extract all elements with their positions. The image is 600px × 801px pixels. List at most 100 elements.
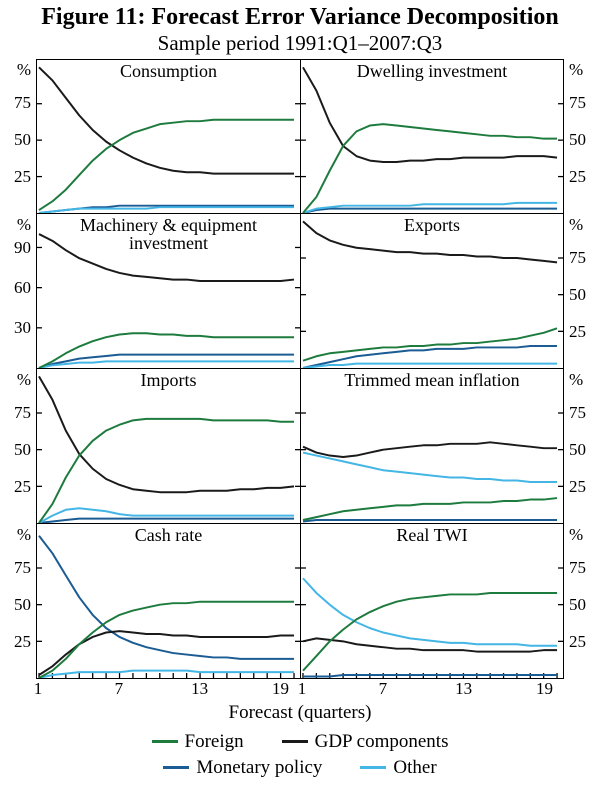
x-axis-tick-labels: 1 7 13 19 1 7 13 19 <box>0 679 600 701</box>
series-line-gdp_components <box>302 441 558 458</box>
x-axis-ticks-right-column: 1 7 13 19 <box>298 678 564 701</box>
y-axis-labels-right: % 25 50 75 <box>564 214 600 369</box>
y-axis-label: % <box>569 524 584 544</box>
y-axis-label: 25 <box>14 166 31 186</box>
y-axis-label: 25 <box>14 476 31 496</box>
y-axis-labels-right: % 25 50 75 <box>564 369 600 524</box>
x-axis-label: 13 <box>455 678 473 698</box>
y-axis-label: % <box>569 214 584 234</box>
y-axis-label: 60 <box>14 278 31 298</box>
y-axis-label: 75 <box>569 93 586 113</box>
x-axis-spacer <box>564 679 600 701</box>
series-line-foreign <box>38 600 295 678</box>
panel-title: Exports <box>403 214 460 235</box>
panel-imports: Imports <box>36 368 300 524</box>
y-axis-label: 25 <box>569 321 586 341</box>
series-line-other <box>38 360 295 368</box>
x-axis-label: 19 <box>536 678 554 698</box>
series-line-gdp_components <box>38 630 295 676</box>
panel-cash-rate: Cash rate <box>36 523 300 679</box>
y-axis-label: 25 <box>569 166 586 186</box>
series-line-foreign <box>38 332 295 368</box>
series-line-foreign <box>302 496 558 521</box>
series-line-other <box>38 206 295 213</box>
y-axis-labels-right: % 25 50 75 <box>564 59 600 214</box>
y-axis-label: 25 <box>569 476 586 496</box>
y-axis-label: 90 <box>14 237 31 257</box>
series-line-foreign <box>38 417 295 523</box>
series-line-gdp_components <box>302 220 558 264</box>
series-line-gdp_components <box>302 66 558 163</box>
legend-label: Other <box>393 756 437 778</box>
series-line-other <box>302 201 558 213</box>
y-axis-label: % <box>16 369 31 389</box>
panel-trimmed-mean-inflation: Trimmed mean inflation <box>300 368 564 524</box>
legend-item-gdp-components: GDP components <box>281 731 448 753</box>
series-line-other <box>38 669 295 678</box>
panel-title: Machinery & equipment investment <box>80 214 257 254</box>
x-axis-ticks-left-column: 1 7 13 19 <box>33 678 300 701</box>
monetary-policy-line-swatch-icon <box>163 766 190 770</box>
panel-title: Consumption <box>119 60 217 81</box>
series-line-monetary_policy <box>302 673 558 678</box>
series-line-foreign <box>302 591 558 672</box>
series-line-monetary_policy <box>302 207 558 213</box>
y-axis-labels-left: % 30 60 90 <box>0 214 36 369</box>
x-axis-label: 13 <box>191 678 209 698</box>
y-axis-label: 75 <box>569 558 586 578</box>
series-line-foreign <box>302 123 558 213</box>
y-axis-label: 50 <box>14 440 31 460</box>
y-axis-label: % <box>569 369 584 389</box>
series-line-foreign <box>38 118 295 211</box>
series-line-gdp_components <box>38 375 295 494</box>
x-axis-label: 1 <box>33 678 43 698</box>
panel-plot <box>37 233 300 368</box>
legend-label: Foreign <box>184 730 244 752</box>
y-axis-label: 30 <box>14 318 31 338</box>
legend-item-monetary-policy: Monetary policy <box>163 757 322 779</box>
series-line-gdp_components <box>38 233 295 282</box>
panel-plot <box>37 535 300 678</box>
series-line-other <box>302 451 558 483</box>
y-axis-label: 75 <box>569 248 586 268</box>
y-axis-label: 75 <box>14 93 31 113</box>
y-axis-label: 50 <box>569 595 586 615</box>
figure-title: Figure 11: Forecast Error Variance Decom… <box>41 4 559 30</box>
legend-label: Monetary policy <box>196 756 323 778</box>
legend-row: Monetary policy Other <box>163 756 437 779</box>
y-axis-label: % <box>16 524 31 544</box>
series-line-other <box>302 577 558 647</box>
x-axis-label: 19 <box>272 678 290 698</box>
panel-title: Dwelling investment <box>356 60 508 81</box>
x-axis-label: 7 <box>114 678 124 698</box>
series-line-monetary_policy <box>38 517 295 523</box>
chart-grid: % 25 50 75 Consumption Dwelling investment … <box>0 58 600 679</box>
y-axis-label: 50 <box>569 440 586 460</box>
y-axis-label: 75 <box>14 558 31 578</box>
y-axis-labels-left: % 25 50 75 <box>0 59 36 214</box>
y-axis-label: % <box>16 214 31 234</box>
y-axis-labels-left: % 25 50 75 <box>0 524 36 679</box>
y-axis-labels-left: % 25 50 75 <box>0 369 36 524</box>
series-line-foreign <box>302 327 558 362</box>
y-axis-label: 75 <box>14 403 31 423</box>
y-axis-label: 50 <box>569 285 586 305</box>
figure-subtitle: Sample period 1991:Q1–2007:Q3 <box>157 30 443 55</box>
gdp-components-line-swatch-icon <box>281 740 308 744</box>
panel-title: Trimmed mean inflation <box>344 369 520 390</box>
panel-plot <box>301 66 563 213</box>
series-line-other <box>302 362 558 368</box>
y-axis-label: 75 <box>569 403 586 423</box>
panel-machinery-equipment-investment: Machinery & equipment investment <box>36 213 300 369</box>
panel-exports: Exports <box>300 213 564 369</box>
series-line-monetary_policy <box>302 344 558 368</box>
legend-item-other: Other <box>360 756 437 779</box>
series-line-monetary_policy <box>38 535 295 660</box>
panel-plot <box>301 412 563 523</box>
panel-title: Imports <box>140 369 197 390</box>
panel-dwelling-investment: Dwelling investment <box>300 58 564 214</box>
y-axis-labels-right: % 25 50 75 <box>564 524 600 679</box>
y-axis-label: 25 <box>14 631 31 651</box>
series-line-gdp_components <box>38 66 295 175</box>
other-line-swatch-icon <box>360 766 387 770</box>
